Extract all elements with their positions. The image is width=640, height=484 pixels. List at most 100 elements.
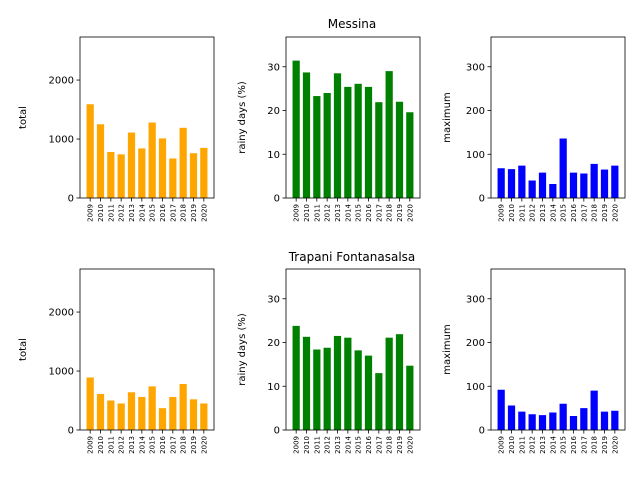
x-tick-label: 2016	[159, 435, 167, 453]
bar-2020	[611, 410, 619, 430]
x-tick-label: 2016	[365, 435, 373, 453]
y-axis-label: total	[18, 106, 29, 129]
x-tick-label: 2015	[355, 204, 363, 222]
x-tick-label: 2020	[200, 436, 208, 454]
x-tick-label: 2014	[549, 435, 557, 453]
bar-2013	[333, 73, 342, 198]
bar-2010	[507, 169, 516, 199]
bar-2016	[364, 355, 373, 431]
bar-2013	[127, 132, 136, 198]
bar-2010	[302, 336, 311, 430]
bar-2018	[590, 390, 598, 431]
y-tick-label: 30	[267, 294, 280, 305]
x-tick-label: 2013	[128, 204, 136, 222]
x-tick-label: 2018	[180, 436, 188, 454]
x-tick-label: 2017	[375, 204, 383, 222]
y-axis-label: maximum	[442, 324, 453, 374]
bar-2010	[507, 405, 516, 430]
bar-2016	[158, 408, 167, 430]
bar-2009	[497, 168, 505, 198]
bar-2019	[600, 169, 609, 198]
bar-2011	[107, 400, 115, 430]
y-tick-label: 0	[479, 194, 485, 205]
y-tick-label: 100	[466, 382, 485, 393]
x-tick-label: 2012	[118, 436, 126, 454]
bar-2018	[179, 384, 187, 430]
row-title-trapani-fontanasalsa: Trapani Fontanasalsa	[288, 250, 416, 264]
y-tick-label: 0	[68, 194, 74, 205]
x-tick-label: 2015	[560, 436, 568, 454]
row-title-messina: Messina	[328, 17, 377, 31]
bar-2012	[323, 93, 331, 198]
x-tick-label: 2016	[570, 203, 578, 221]
bar-2012	[117, 154, 125, 198]
bar-2012	[528, 180, 536, 198]
bar-2018	[385, 337, 393, 430]
axes-frame	[490, 268, 626, 431]
bar-2014	[549, 412, 557, 430]
x-tick-label: 2013	[539, 436, 547, 454]
axes-frame	[285, 268, 421, 431]
bar-2015	[148, 386, 156, 430]
x-tick-label: 2018	[591, 436, 599, 454]
bar-2016	[569, 416, 578, 430]
x-tick-label: 2017	[169, 204, 177, 222]
x-tick-label: 2020	[611, 436, 619, 454]
y-tick-label: 300	[466, 62, 485, 73]
bar-2016	[569, 172, 578, 199]
y-tick-label: 0	[479, 426, 485, 437]
x-tick-label: 2011	[107, 436, 115, 454]
y-tick-label: 300	[466, 294, 485, 305]
bar-2013	[333, 335, 342, 430]
bar-2017	[169, 396, 177, 430]
bar-2014	[344, 86, 352, 198]
bar-2013	[538, 415, 547, 431]
x-tick-label: 2017	[375, 436, 383, 454]
bar-2020	[200, 147, 208, 198]
axes-frame	[79, 268, 215, 431]
bar-2019	[189, 399, 198, 430]
x-tick-label: 2012	[118, 204, 126, 222]
x-tick-label: 2014	[138, 435, 146, 453]
bar-2009	[86, 377, 94, 430]
x-tick-label: 2009	[293, 204, 301, 222]
x-tick-label: 2014	[344, 435, 352, 453]
x-tick-label: 2014	[344, 203, 352, 221]
x-tick-label: 2017	[580, 436, 588, 454]
y-axis-label: rainy days (%)	[237, 81, 248, 154]
x-tick-label: 2019	[601, 436, 609, 454]
y-tick-label: 0	[68, 426, 74, 437]
y-tick-label: 0	[274, 426, 280, 437]
bar-2011	[313, 349, 321, 430]
x-tick-label: 2013	[539, 204, 547, 222]
x-tick-label: 2012	[529, 436, 537, 454]
x-tick-label: 2020	[200, 204, 208, 222]
y-tick-label: 0	[274, 194, 280, 205]
x-tick-label: 2016	[570, 435, 578, 453]
x-tick-label: 2009	[87, 436, 95, 454]
x-tick-label: 2010	[97, 436, 105, 454]
x-tick-label: 2014	[138, 203, 146, 221]
y-tick-label: 200	[466, 338, 485, 349]
y-tick-label: 1000	[49, 135, 74, 146]
x-tick-label: 2015	[560, 204, 568, 222]
bar-2019	[395, 101, 404, 198]
x-tick-label: 2017	[169, 436, 177, 454]
bar-2014	[344, 337, 352, 430]
bar-2015	[148, 122, 156, 198]
bar-2018	[385, 71, 393, 198]
bar-2010	[96, 124, 105, 198]
x-tick-label: 2018	[180, 204, 188, 222]
x-tick-label: 2013	[334, 436, 342, 454]
y-tick-label: 2000	[49, 308, 74, 319]
bar-2014	[138, 148, 146, 198]
x-tick-label: 2011	[518, 436, 526, 454]
x-tick-label: 2011	[107, 204, 115, 222]
bar-2017	[580, 408, 588, 431]
